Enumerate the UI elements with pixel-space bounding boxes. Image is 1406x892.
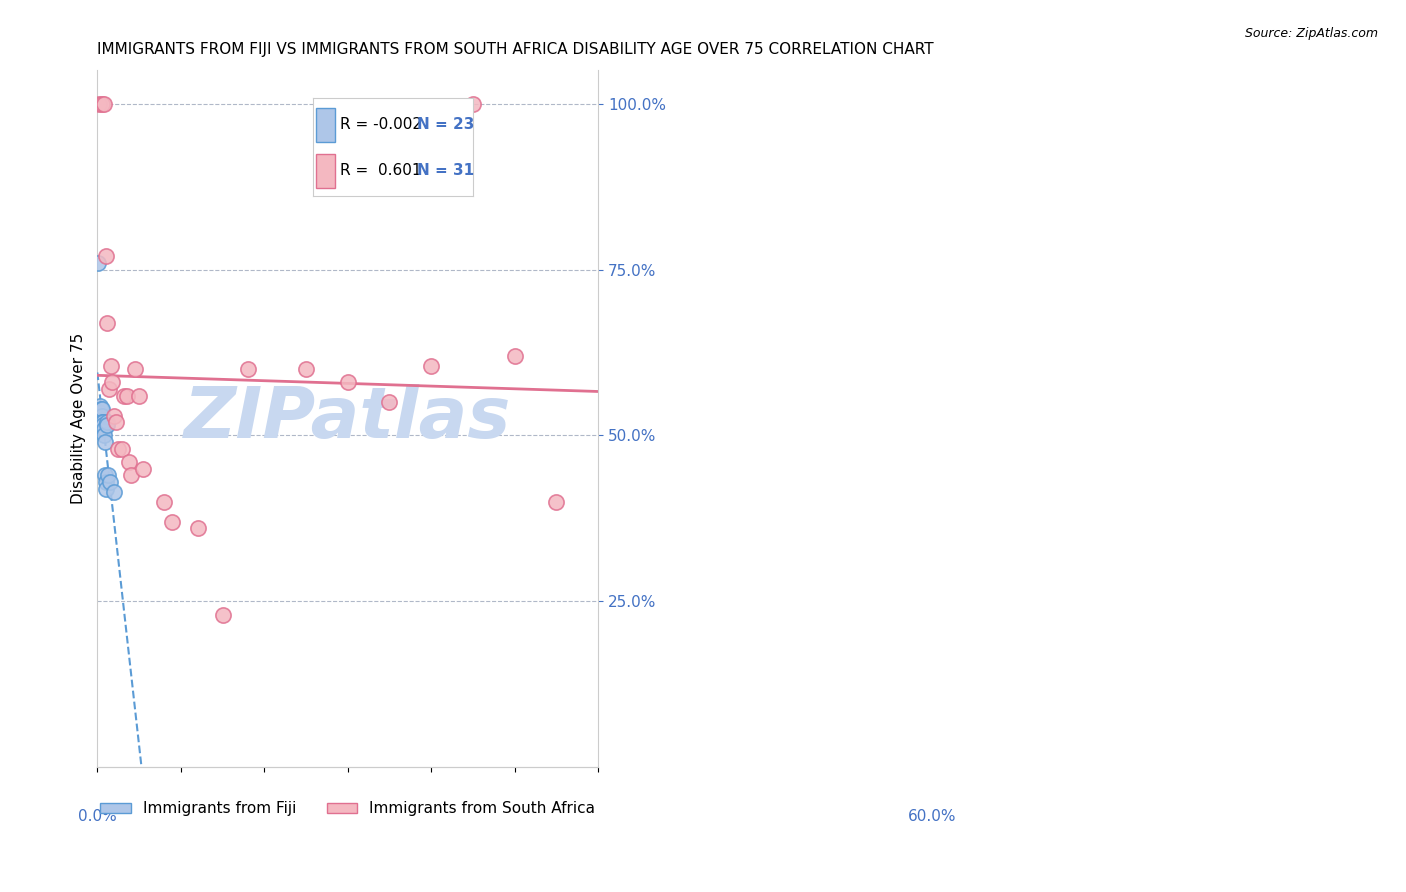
Point bbox=[103, 484, 125, 499]
Point bbox=[91, 415, 114, 429]
Point bbox=[94, 435, 117, 450]
Point bbox=[94, 482, 117, 496]
Point bbox=[107, 442, 129, 456]
Point bbox=[90, 96, 112, 111]
Point bbox=[93, 96, 115, 111]
Point bbox=[211, 607, 233, 622]
Point bbox=[97, 468, 120, 483]
Point bbox=[100, 359, 122, 373]
Point bbox=[96, 415, 118, 429]
Point bbox=[115, 389, 138, 403]
Point bbox=[104, 415, 127, 429]
Text: Source: ZipAtlas.com: Source: ZipAtlas.com bbox=[1244, 27, 1378, 40]
Point bbox=[111, 442, 134, 456]
Point bbox=[89, 399, 111, 413]
Point bbox=[420, 359, 443, 373]
Point bbox=[98, 382, 121, 396]
Text: ZIPatlas: ZIPatlas bbox=[184, 384, 512, 453]
Point bbox=[90, 418, 112, 433]
Point bbox=[101, 376, 124, 390]
Point bbox=[295, 362, 318, 376]
Point bbox=[112, 389, 135, 403]
Point bbox=[336, 376, 359, 390]
Point bbox=[120, 468, 142, 483]
Point bbox=[90, 401, 112, 416]
Text: 0.0%: 0.0% bbox=[77, 809, 117, 824]
Point bbox=[87, 96, 110, 111]
Point bbox=[236, 362, 259, 376]
Point bbox=[94, 475, 117, 489]
Point bbox=[153, 495, 176, 509]
Point bbox=[87, 405, 110, 419]
Point bbox=[93, 422, 115, 436]
Legend: Immigrants from Fiji, Immigrants from South Africa: Immigrants from Fiji, Immigrants from So… bbox=[94, 795, 602, 822]
Point bbox=[91, 418, 114, 433]
Point bbox=[96, 316, 118, 330]
Point bbox=[124, 362, 146, 376]
Point bbox=[186, 521, 208, 535]
Point bbox=[118, 455, 141, 469]
Point bbox=[94, 249, 117, 263]
Point bbox=[91, 401, 114, 416]
Point bbox=[91, 415, 114, 429]
Point bbox=[128, 389, 150, 403]
Point bbox=[162, 515, 184, 529]
Point bbox=[94, 468, 117, 483]
Point bbox=[90, 422, 112, 436]
Y-axis label: Disability Age Over 75: Disability Age Over 75 bbox=[72, 334, 86, 505]
Point bbox=[98, 475, 121, 489]
Point bbox=[93, 428, 115, 442]
Point bbox=[378, 395, 401, 409]
Point bbox=[546, 495, 568, 509]
Point bbox=[96, 418, 118, 433]
Point bbox=[503, 349, 526, 363]
Text: 60.0%: 60.0% bbox=[908, 809, 956, 824]
Point bbox=[90, 415, 112, 429]
Point bbox=[103, 409, 125, 423]
Point bbox=[87, 256, 110, 270]
Point bbox=[132, 461, 155, 475]
Text: IMMIGRANTS FROM FIJI VS IMMIGRANTS FROM SOUTH AFRICA DISABILITY AGE OVER 75 CORR: IMMIGRANTS FROM FIJI VS IMMIGRANTS FROM … bbox=[97, 42, 934, 57]
Point bbox=[461, 96, 484, 111]
Point bbox=[90, 409, 112, 423]
